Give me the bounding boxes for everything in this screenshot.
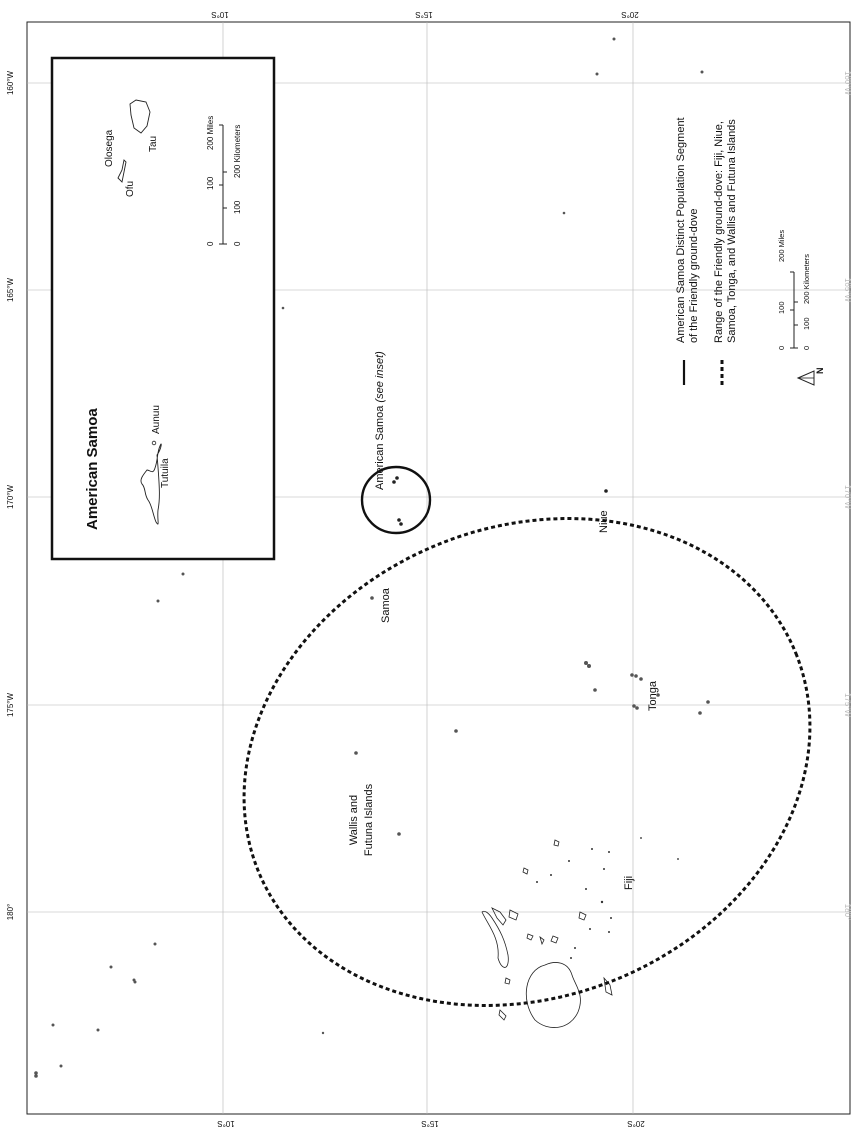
wallis-label-line1: Wallis and: [348, 795, 360, 845]
lon-label-right: 160°W: [843, 71, 851, 96]
map-frame: [26, 21, 851, 1115]
legend-scale-miles-0: 0: [777, 346, 786, 350]
american-samoa-inset: American Samoa Tutuila Aunuu Ofu Olosega…: [50, 56, 276, 561]
aunuu-label: Aunuu: [151, 405, 162, 434]
tau-outline: [129, 99, 151, 134]
tonga-label: Tonga: [647, 680, 659, 711]
lat-label-top: 15°S: [415, 10, 432, 19]
legend-scale-km-200: 200 Kilometers: [802, 254, 811, 304]
legend-scale-km-100: 100: [802, 317, 811, 330]
wallis-label-line2: Futuna Islands: [363, 783, 375, 856]
tutuila-outline: [140, 443, 162, 525]
lon-label-left: 170°W: [6, 485, 15, 510]
american-samoa-island-dots: [392, 476, 608, 526]
lon-label-left: 160°W: [6, 71, 15, 96]
lat-label-top: 20°S: [621, 10, 638, 19]
north-arrow-icon: N: [796, 368, 825, 386]
legend-scale-miles-200: 200 Miles: [777, 230, 786, 262]
ofu-label: Ofu: [125, 181, 136, 197]
legend-dotted-line2: Samoa, Tonga, and Wallis and Futuna Isla…: [726, 119, 738, 343]
ofu-olosega-outline: [117, 159, 127, 183]
american-samoa-dps-circle: [360, 465, 432, 535]
lon-label-right: 180°: [843, 904, 851, 921]
legend-scale-bar: 0 100 200 Miles 0 100 200 Kilometers: [777, 230, 811, 350]
lon-label-right: 170°W: [843, 485, 851, 510]
legend: American Samoa Distinct Population Segme…: [675, 117, 825, 386]
legend-scale-miles-100: 100: [777, 301, 786, 314]
friendly-ground-dove-range-ellipse: [242, 517, 812, 1007]
lat-label-bottom: 20°S: [627, 1119, 644, 1128]
lat-label-bottom: 15°S: [421, 1119, 438, 1128]
fiji-island-outlines: [481, 839, 613, 1028]
lon-label-right: 165°W: [843, 278, 851, 303]
lat-label-bottom: 10°S: [217, 1119, 234, 1128]
tutuila-label: Tutuila: [160, 458, 171, 488]
lon-label-left: 175°W: [6, 693, 15, 718]
inset-scale-km-200: 200 Kilometers: [233, 125, 242, 178]
legend-solid-line2: of the Friendly ground-dove: [688, 208, 700, 343]
american-samoa-label: American Samoa (see inset): [374, 351, 386, 490]
inset-scale-km-0: 0: [233, 241, 242, 246]
lon-label-right: 175°W: [843, 693, 851, 718]
legend-solid-line1: American Samoa Distinct Population Segme…: [675, 117, 687, 343]
legend-scale-km-0: 0: [802, 346, 811, 350]
lat-label-top: 10°S: [211, 10, 228, 19]
inset-scale-miles-0: 0: [206, 241, 215, 246]
inset-scale-miles-100: 100: [206, 176, 215, 190]
samoa-label: Samoa: [380, 587, 392, 623]
aunuu-outline: [151, 440, 157, 446]
island-dots: [34, 37, 710, 1078]
fiji-label: Fiji: [623, 876, 635, 890]
inset-scale-miles-200: 200 Miles: [206, 116, 215, 150]
inset-scale-km-100: 100: [233, 200, 242, 214]
inset-title: American Samoa: [84, 408, 101, 530]
olosega-label: Olosega: [104, 129, 115, 167]
inset-frame: [50, 56, 276, 561]
fiji-small-islets: [536, 848, 612, 959]
lon-label-left: 165°W: [6, 278, 15, 303]
lon-label-left: 180°: [6, 904, 15, 921]
legend-dotted-line1: Range of the Friendly ground-dove: Fiji,…: [713, 121, 725, 343]
inset-scale-bar: 0 100 200 Miles 0 100 200 Kilometers: [206, 116, 242, 246]
north-label: N: [815, 368, 825, 375]
niue-label: Niue: [598, 510, 610, 533]
tau-label: Tau: [148, 136, 159, 152]
